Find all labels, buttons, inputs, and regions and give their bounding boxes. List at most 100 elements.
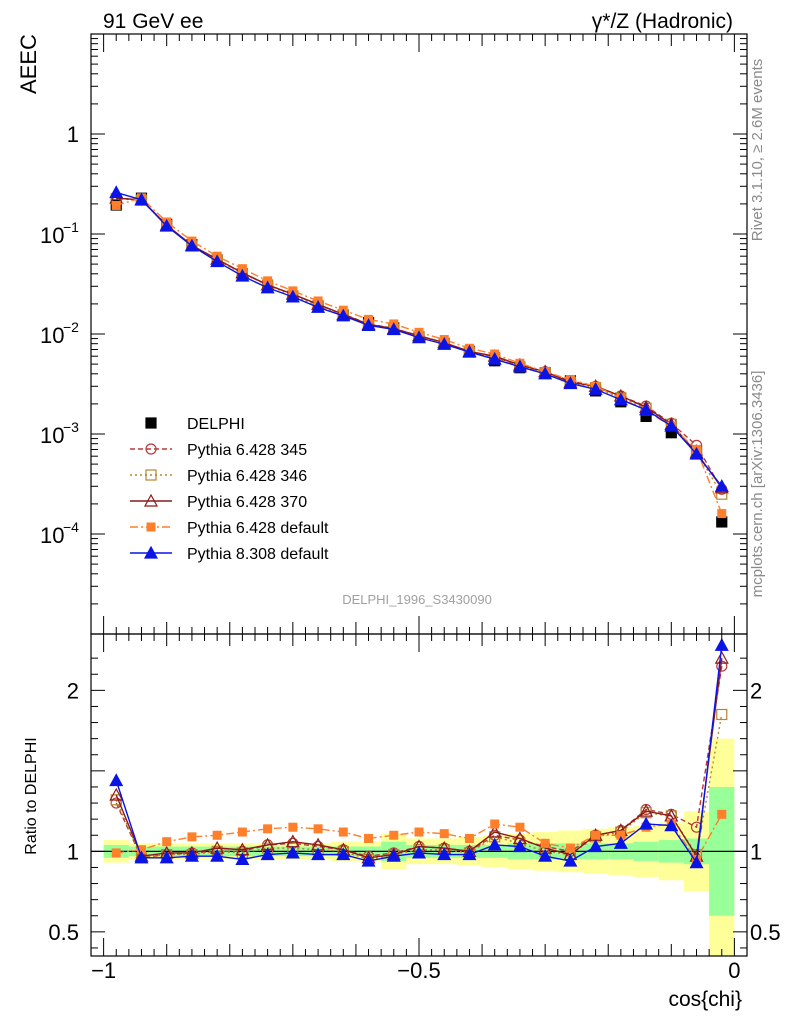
legend-entry: Pythia 6.428 346 bbox=[130, 468, 307, 485]
ratio-point bbox=[464, 833, 474, 843]
legend-entry: Pythia 6.428 default bbox=[130, 520, 329, 537]
ratio-point bbox=[437, 847, 452, 861]
ratio-point bbox=[109, 787, 124, 801]
ratio-point bbox=[235, 852, 250, 866]
ratio-y-tick-label-right: 1 bbox=[750, 839, 762, 864]
data-point bbox=[613, 392, 628, 406]
ratio-series-5 bbox=[109, 638, 729, 869]
data-point bbox=[437, 336, 452, 350]
ratio-frame bbox=[90, 633, 748, 957]
ratio-point bbox=[260, 847, 275, 861]
legend-marker bbox=[145, 417, 157, 429]
ratio-point bbox=[490, 819, 500, 829]
ratio-point bbox=[714, 638, 729, 651]
data-point bbox=[386, 322, 401, 336]
ratio-point bbox=[515, 822, 525, 832]
data-point bbox=[588, 382, 603, 395]
ratio-point bbox=[187, 832, 197, 842]
data-point bbox=[717, 509, 727, 519]
main-y-axis-label: AEEC bbox=[16, 34, 41, 94]
data-point bbox=[716, 516, 728, 528]
series-5 bbox=[109, 185, 729, 492]
header-energy: 91 GeV ee bbox=[103, 10, 203, 33]
legend-entry: DELPHI bbox=[145, 416, 245, 433]
ratio-point bbox=[591, 830, 601, 840]
data-point bbox=[714, 479, 729, 492]
main-y-tick-exponent: −1 bbox=[63, 219, 79, 235]
ratio-point bbox=[689, 855, 704, 869]
ratio-point bbox=[336, 847, 351, 861]
ratio-point bbox=[414, 827, 424, 837]
ratio-point bbox=[311, 847, 326, 861]
data-point bbox=[134, 192, 149, 206]
legend-entry: Pythia 6.428 345 bbox=[130, 442, 307, 459]
ratio-point bbox=[134, 850, 149, 864]
ratio-y-tick-label-right: 0.5 bbox=[750, 920, 781, 945]
legend-label: Pythia 6.428 default bbox=[187, 520, 329, 537]
data-point bbox=[336, 308, 351, 322]
ratio-point bbox=[361, 853, 376, 867]
ratio-y-tick-label-left: 1 bbox=[67, 839, 79, 864]
main-y-tick-label: 1 bbox=[67, 122, 79, 147]
ratio-point bbox=[212, 830, 222, 840]
legend-label: Pythia 8.308 default bbox=[187, 546, 329, 563]
ratio-point bbox=[210, 848, 225, 862]
series-line bbox=[116, 197, 723, 514]
ratio-y-axis-label: Ratio to DELPHI bbox=[23, 737, 40, 854]
data-point bbox=[512, 359, 527, 373]
legend-marker bbox=[145, 469, 157, 481]
ratio-point bbox=[159, 850, 174, 864]
x-tick-label: −1 bbox=[91, 958, 116, 983]
data-point bbox=[235, 268, 250, 282]
legend-marker bbox=[143, 545, 159, 559]
ratio-point bbox=[162, 837, 172, 847]
data-point bbox=[462, 344, 477, 358]
legend-entry: Pythia 8.308 default bbox=[130, 545, 329, 563]
ratio-y-tick-label-left: 0.5 bbox=[48, 920, 79, 945]
ratio-point bbox=[714, 650, 729, 664]
ratio-point bbox=[462, 847, 477, 861]
header-process: γ*/Z (Hadronic) bbox=[592, 10, 733, 33]
mcplots-label: mcplots.cern.ch [arXiv:1306.3436] bbox=[749, 371, 766, 598]
ratio-point bbox=[237, 827, 247, 837]
ratio-point bbox=[664, 818, 679, 832]
data-point bbox=[639, 402, 654, 416]
data-point bbox=[311, 300, 326, 313]
ratio-point bbox=[364, 833, 374, 843]
legend-label: DELPHI bbox=[187, 416, 245, 433]
x-tick-label: −0.5 bbox=[397, 958, 440, 983]
ratio-point bbox=[716, 708, 728, 721]
main-y-tick-label: 10 bbox=[40, 323, 64, 348]
main-y-tick-label: 10 bbox=[40, 523, 64, 548]
main-y-tick-label: 10 bbox=[40, 423, 64, 448]
ratio-point bbox=[288, 822, 298, 832]
ratio-point bbox=[386, 848, 401, 862]
ratio-point bbox=[487, 824, 502, 838]
data-point bbox=[111, 200, 121, 210]
data-point bbox=[210, 254, 225, 268]
data-point bbox=[285, 289, 300, 303]
ratio-point bbox=[111, 848, 121, 858]
ratio-point bbox=[109, 773, 124, 787]
analysis-watermark: DELPHI_1996_S3430090 bbox=[342, 592, 492, 607]
x-tick-label: 0 bbox=[728, 958, 740, 983]
legend: DELPHI Pythia 6.428 345 Pythia 6.428 346 Py… bbox=[130, 416, 329, 563]
ratio-point bbox=[613, 836, 628, 849]
ratio-point bbox=[439, 829, 449, 839]
ratio-point bbox=[313, 824, 323, 834]
legend-label: Pythia 6.428 346 bbox=[187, 468, 307, 485]
ratio-point bbox=[512, 839, 527, 853]
ratio-point bbox=[538, 848, 553, 862]
axes-layer: 110−110−210−310−42 21 10.5 0.5−1 −0.5 0 bbox=[40, 33, 781, 983]
legend-marker bbox=[145, 443, 157, 455]
ratio-point bbox=[263, 824, 273, 834]
ratio-point bbox=[411, 845, 427, 859]
main-y-tick-exponent: −4 bbox=[63, 519, 79, 535]
data-point bbox=[664, 418, 679, 432]
ratio-y-tick-label-left: 2 bbox=[67, 678, 79, 703]
data-point bbox=[184, 238, 199, 252]
main-y-tick-label: 10 bbox=[40, 223, 64, 248]
ratio-point bbox=[338, 827, 348, 837]
ratio-point bbox=[563, 853, 578, 867]
